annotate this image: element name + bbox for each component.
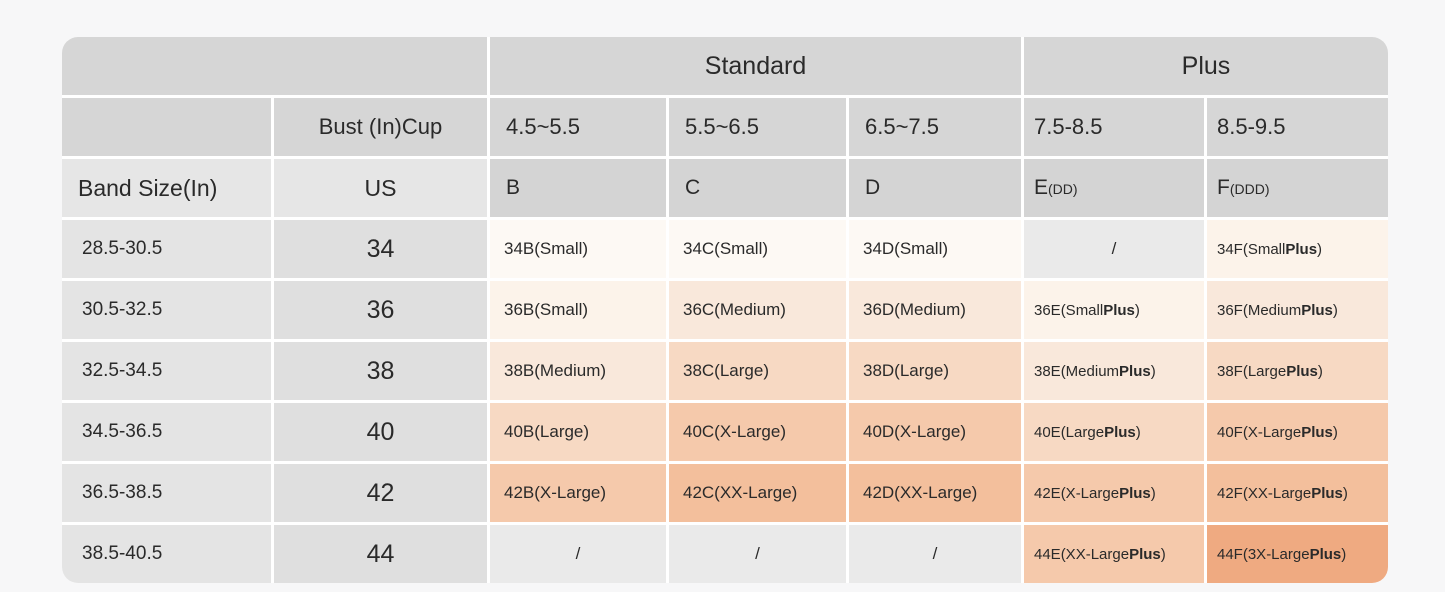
bust-range-header: 4.5~5.5	[490, 98, 666, 156]
us-size-cell: 44	[274, 525, 487, 583]
size-cell: 38C(Large)	[669, 342, 846, 400]
bust-range-header: 8.5-9.5	[1207, 98, 1388, 156]
band-range-cell: 30.5-32.5	[62, 281, 271, 339]
size-cell: 42D(XX-Large)	[849, 464, 1021, 522]
us-size-cell: 34	[274, 220, 487, 278]
cup-header-e: E(DD)	[1024, 159, 1204, 217]
size-cell: 42F(XX-Large Plus)	[1207, 464, 1388, 522]
na-cell: /	[490, 525, 666, 583]
size-cell: 38E(Medium Plus)	[1024, 342, 1204, 400]
band-range-cell: 38.5-40.5	[62, 525, 271, 583]
plus-group-header: Plus	[1024, 37, 1388, 95]
cup-header-f: F(DDD)	[1207, 159, 1388, 217]
size-cell: 36F(Medium Plus)	[1207, 281, 1388, 339]
size-cell: 34F(Small Plus)	[1207, 220, 1388, 278]
size-cell: 42B(X-Large)	[490, 464, 666, 522]
size-cell: 42C(XX-Large)	[669, 464, 846, 522]
size-cell: 40B(Large)	[490, 403, 666, 461]
band-size-header: Band Size(In)	[62, 159, 271, 217]
size-cell: 34D(Small)	[849, 220, 1021, 278]
size-cell: 40F(X-Large Plus)	[1207, 403, 1388, 461]
band-range-cell: 32.5-34.5	[62, 342, 271, 400]
bust-range-header: 5.5~6.5	[669, 98, 846, 156]
size-cell: 38F(Large Plus)	[1207, 342, 1388, 400]
us-header: US	[274, 159, 487, 217]
size-table: Standard Plus Bust (In)Cup 4.5~5.5 5.5~6…	[62, 37, 1388, 583]
band-range-cell: 28.5-30.5	[62, 220, 271, 278]
cup-header-d: D	[849, 159, 1021, 217]
bust-range-header: 6.5~7.5	[849, 98, 1021, 156]
bust-cup-header: Bust (In)Cup	[274, 98, 487, 156]
band-range-cell: 34.5-36.5	[62, 403, 271, 461]
size-cell: 42E(X-Large Plus)	[1024, 464, 1204, 522]
size-cell: 36B(Small)	[490, 281, 666, 339]
size-cell: 38B(Medium)	[490, 342, 666, 400]
size-cell: 36E(Small Plus)	[1024, 281, 1204, 339]
size-cell: 44E(XX-Large Plus)	[1024, 525, 1204, 583]
na-cell: /	[669, 525, 846, 583]
size-cell: 44F(3X-Large Plus)	[1207, 525, 1388, 583]
size-cell: 40C(X-Large)	[669, 403, 846, 461]
size-cell: 38D(Large)	[849, 342, 1021, 400]
us-size-cell: 40	[274, 403, 487, 461]
na-cell: /	[849, 525, 1021, 583]
header-blank-cell	[62, 37, 487, 95]
us-size-cell: 38	[274, 342, 487, 400]
cup-header-b: B	[490, 159, 666, 217]
bust-range-header: 7.5-8.5	[1024, 98, 1204, 156]
size-cell: 40D(X-Large)	[849, 403, 1021, 461]
us-size-cell: 36	[274, 281, 487, 339]
us-size-cell: 42	[274, 464, 487, 522]
header-blank-cell	[62, 98, 271, 156]
cup-header-c: C	[669, 159, 846, 217]
size-cell: 36C(Medium)	[669, 281, 846, 339]
size-cell: 36D(Medium)	[849, 281, 1021, 339]
size-cell: 34C(Small)	[669, 220, 846, 278]
band-range-cell: 36.5-38.5	[62, 464, 271, 522]
size-cell: 40E(Large Plus)	[1024, 403, 1204, 461]
size-cell: 34B(Small)	[490, 220, 666, 278]
standard-group-header: Standard	[490, 37, 1021, 95]
na-cell: /	[1024, 220, 1204, 278]
